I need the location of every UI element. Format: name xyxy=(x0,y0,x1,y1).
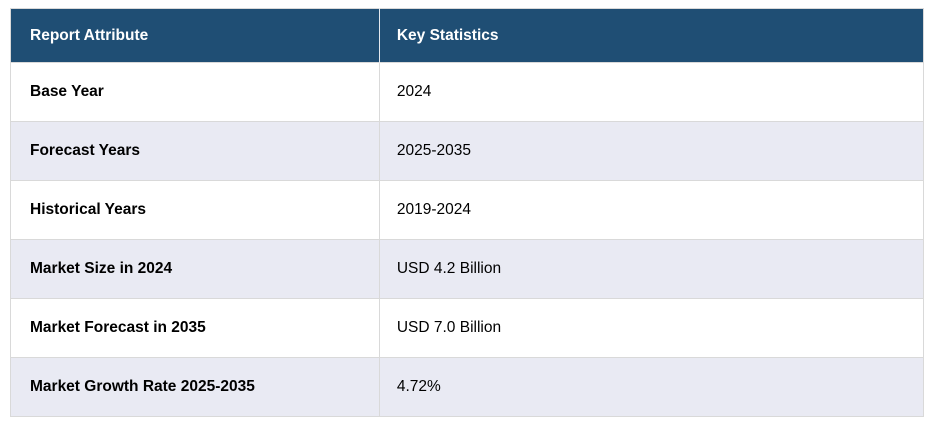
key-statistics-table: Report Attribute Key Statistics Base Yea… xyxy=(10,8,924,417)
attribute-cell: Market Size in 2024 xyxy=(10,239,380,299)
column-header-key-statistics: Key Statistics xyxy=(378,8,924,63)
value-cell: USD 4.2 Billion xyxy=(378,239,924,299)
table-header: Report Attribute Key Statistics xyxy=(10,8,924,63)
table-row-market-size: Market Size in 2024 USD 4.2 Billion xyxy=(10,239,924,299)
table-row-base-year: Base Year 2024 xyxy=(10,62,924,122)
value-cell: 2019-2024 xyxy=(378,180,924,240)
table-row-market-forecast: Market Forecast in 2035 USD 7.0 Billion xyxy=(10,298,924,358)
column-header-report-attribute: Report Attribute xyxy=(10,8,380,63)
attribute-cell: Forecast Years xyxy=(10,121,380,181)
key-statistics-table-container: Report Attribute Key Statistics Base Yea… xyxy=(10,8,924,417)
table-row-forecast-years: Forecast Years 2025-2035 xyxy=(10,121,924,181)
table-row-historical-years: Historical Years 2019-2024 xyxy=(10,180,924,240)
attribute-cell: Base Year xyxy=(10,62,380,122)
value-cell: 2025-2035 xyxy=(378,121,924,181)
table-body: Base Year 2024 Forecast Years 2025-2035 … xyxy=(10,62,924,417)
value-cell: USD 7.0 Billion xyxy=(378,298,924,358)
attribute-cell: Historical Years xyxy=(10,180,380,240)
table-row-market-growth-rate: Market Growth Rate 2025-2035 4.72% xyxy=(10,357,924,417)
value-cell: 2024 xyxy=(378,62,924,122)
header-row: Report Attribute Key Statistics xyxy=(10,8,924,63)
attribute-cell: Market Growth Rate 2025-2035 xyxy=(10,357,380,417)
attribute-cell: Market Forecast in 2035 xyxy=(10,298,380,358)
value-cell: 4.72% xyxy=(378,357,924,417)
